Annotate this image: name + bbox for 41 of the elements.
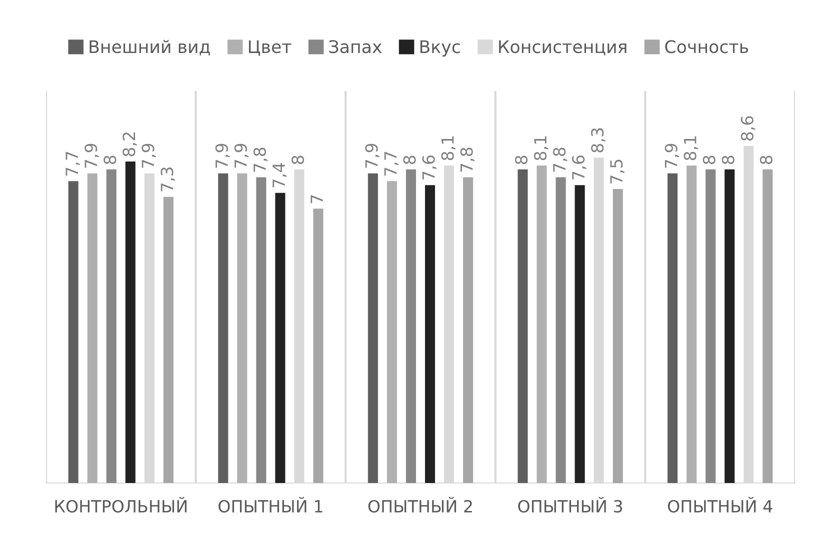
- data-label: 7,6: [572, 155, 586, 180]
- data-label: 7: [310, 195, 323, 204]
- data-label: 7,8: [553, 148, 568, 172]
- data-label: 8: [403, 156, 416, 164]
- data-label: 7,9: [365, 144, 380, 168]
- legend-label: Консистенция: [499, 40, 626, 56]
- legend-label: Цвет: [248, 40, 292, 56]
- data-label: 7,8: [460, 148, 475, 172]
- data-label: 8: [760, 156, 772, 164]
- data-label: 8: [514, 156, 528, 164]
- data-label: 7,9: [142, 144, 156, 168]
- data-label: 8: [722, 156, 734, 164]
- x-tick-label: ОПЫТНЫЙ 2: [368, 496, 472, 513]
- data-label: 8,3: [591, 128, 606, 152]
- data-label: 8,2: [122, 132, 137, 156]
- data-label: 7,9: [215, 144, 230, 168]
- x-tick-label: ОПЫТНЫЙ 4: [668, 496, 772, 513]
- data-label: 7,6: [422, 155, 437, 180]
- legend-label: Внешний вид: [90, 40, 210, 56]
- data-label: 7,9: [234, 144, 249, 168]
- data-label: 7,7: [66, 152, 80, 176]
- data-label: 8,6: [740, 116, 756, 141]
- x-tick-label: КОНТРОЛЬНЫЙ: [55, 496, 187, 513]
- data-label: 8,1: [441, 136, 456, 160]
- legend-label: Вкус: [420, 40, 460, 57]
- x-tick-label: ОПЫТНЫЙ 3: [518, 496, 622, 513]
- legend-label: Запах: [329, 40, 382, 54]
- data-label: 7,8: [253, 148, 268, 172]
- data-label: 8,1: [684, 136, 698, 160]
- data-label: 8: [104, 156, 116, 164]
- data-label: 7,5: [610, 160, 624, 184]
- data-label: 8,1: [534, 136, 548, 160]
- data-label: 7,7: [384, 152, 398, 176]
- legend-label: Сочность: [665, 40, 748, 54]
- data-label: 7,9: [664, 144, 680, 168]
- data-label: 8: [702, 156, 716, 164]
- data-label: 8: [291, 156, 304, 164]
- data-label: 7,4: [272, 163, 287, 188]
- data-label: 7,3: [160, 168, 175, 192]
- data-label: 7,9: [84, 144, 99, 168]
- x-tick-label: ОПЫТНЫЙ 1: [218, 496, 322, 513]
